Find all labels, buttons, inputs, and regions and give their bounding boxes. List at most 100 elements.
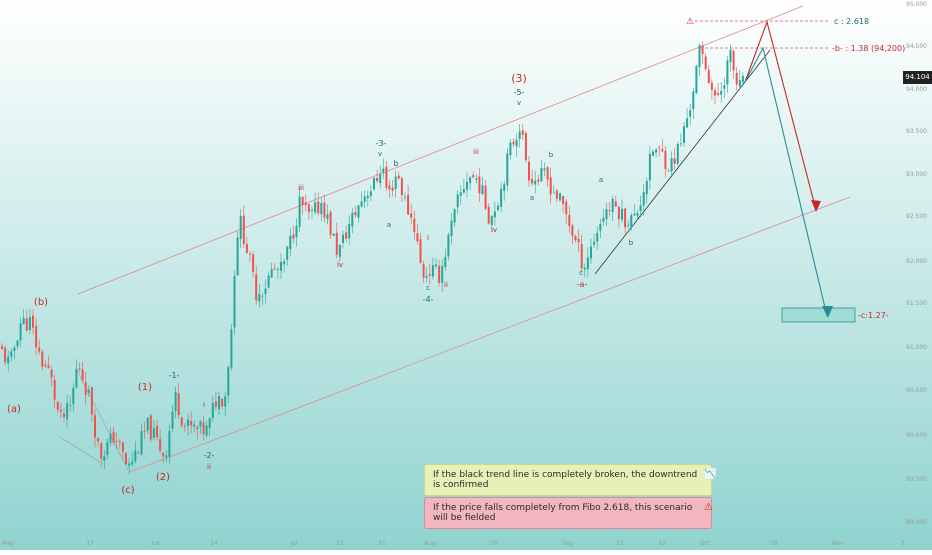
candle-body: [472, 175, 475, 178]
candle-body: [264, 288, 267, 295]
candle-body: [571, 225, 574, 237]
wave-label: a: [530, 194, 534, 202]
y-tick-label: 90.000: [906, 432, 927, 439]
black-trend-line: [594, 49, 771, 275]
y-tick-label: 94.500: [906, 43, 927, 50]
wave-label: iii: [298, 184, 304, 192]
candle-body: [679, 143, 682, 145]
candle-body: [94, 415, 96, 438]
candle-body: [345, 232, 348, 239]
candle-body: [528, 161, 530, 181]
candle-body: [534, 180, 537, 185]
y-tick-label: 89.000: [906, 519, 927, 526]
candle-body: [75, 369, 78, 388]
target-zone-box[interactable]: [781, 307, 856, 323]
candle-body: [205, 425, 208, 436]
candle-body: [509, 142, 512, 156]
x-tick-label: 13: [616, 540, 624, 547]
candle-body: [478, 176, 481, 194]
candle-body: [351, 212, 354, 227]
wave-label: -1-: [169, 371, 180, 380]
wave-label: b: [629, 239, 634, 247]
candle-body: [109, 433, 112, 443]
candle-body: [66, 403, 69, 420]
candle-body: [624, 208, 627, 228]
candle-body: [450, 220, 453, 237]
candle-body: [676, 143, 679, 164]
teal-wave-labels: -1- -2- -3- v b a c -4- -5- v b a c a b: [169, 88, 634, 460]
candle-body: [394, 176, 397, 190]
candle-body: [583, 267, 586, 270]
fib-warning-icon: ⚠: [686, 17, 694, 27]
candle-body: [428, 274, 431, 276]
candle-body: [187, 419, 189, 427]
candle-body: [642, 192, 645, 206]
last-price-tag: 94.104: [903, 71, 932, 84]
candle-body: [174, 391, 177, 412]
candle-body: [304, 202, 307, 205]
candle-body: [639, 205, 642, 211]
candle-body: [661, 149, 664, 152]
wave-label: -3-: [376, 139, 387, 148]
wave-label: (3): [511, 72, 527, 85]
candlestick-series: [1, 41, 744, 474]
candle-body: [410, 213, 413, 218]
candle-body: [602, 218, 605, 222]
candle-body: [357, 205, 360, 218]
candle-body: [391, 187, 394, 191]
candle-body: [453, 208, 456, 223]
candle-body: [683, 126, 685, 143]
y-tick-label: 95.000: [906, 1, 927, 8]
candle-body: [168, 430, 171, 457]
candle-body: [230, 329, 233, 368]
wave-label: (2): [156, 472, 170, 483]
candle-body: [283, 261, 286, 265]
fib-138-label: -b- : 1.38 (94,200): [832, 44, 905, 53]
candle-body: [425, 275, 428, 278]
wave-label: (b): [34, 297, 48, 308]
candle-body: [214, 401, 217, 407]
candle-body: [72, 387, 75, 405]
candle-body: [462, 189, 465, 193]
candle-body: [546, 167, 549, 180]
wave-label: v: [378, 150, 382, 158]
candle-body: [63, 413, 65, 418]
candle-body: [289, 235, 292, 249]
candle-body: [710, 82, 713, 90]
warning-icon: ⚠: [704, 502, 713, 513]
candle-body: [13, 347, 16, 351]
price-axis: 95.000 94.500 94.000 93.500 93.000 92.50…: [906, 1, 927, 526]
candle-body: [28, 317, 31, 331]
candle-body: [580, 244, 583, 269]
candle-body: [407, 194, 410, 215]
candle-body: [295, 225, 298, 238]
candle-body: [596, 232, 599, 242]
candle-body: [729, 49, 732, 63]
trendline-note: If the black trend line is completely br…: [424, 464, 712, 496]
x-tick-label: 14: [210, 540, 218, 547]
candle-body: [227, 366, 230, 396]
candle-body: [38, 347, 41, 352]
wave-label: a: [387, 221, 391, 229]
candle-body: [267, 275, 270, 288]
candle-body: [301, 196, 304, 206]
candle-body: [323, 202, 326, 218]
x-tick-label: May: [2, 540, 15, 547]
wave-label: iii: [473, 148, 479, 156]
candle-body: [100, 443, 103, 459]
candle-body: [25, 318, 28, 331]
wave-label: (c): [121, 485, 134, 496]
wave-label: ii: [207, 463, 211, 471]
x-tick-label: Jun: [150, 540, 161, 547]
candle-body: [633, 213, 636, 216]
candle-body: [431, 265, 434, 277]
candle-body: [652, 151, 654, 156]
candle-body: [128, 463, 131, 466]
candle-body: [574, 235, 577, 241]
candle-body: [738, 80, 741, 87]
candle-body: [435, 264, 437, 267]
candle-body: [438, 265, 441, 283]
